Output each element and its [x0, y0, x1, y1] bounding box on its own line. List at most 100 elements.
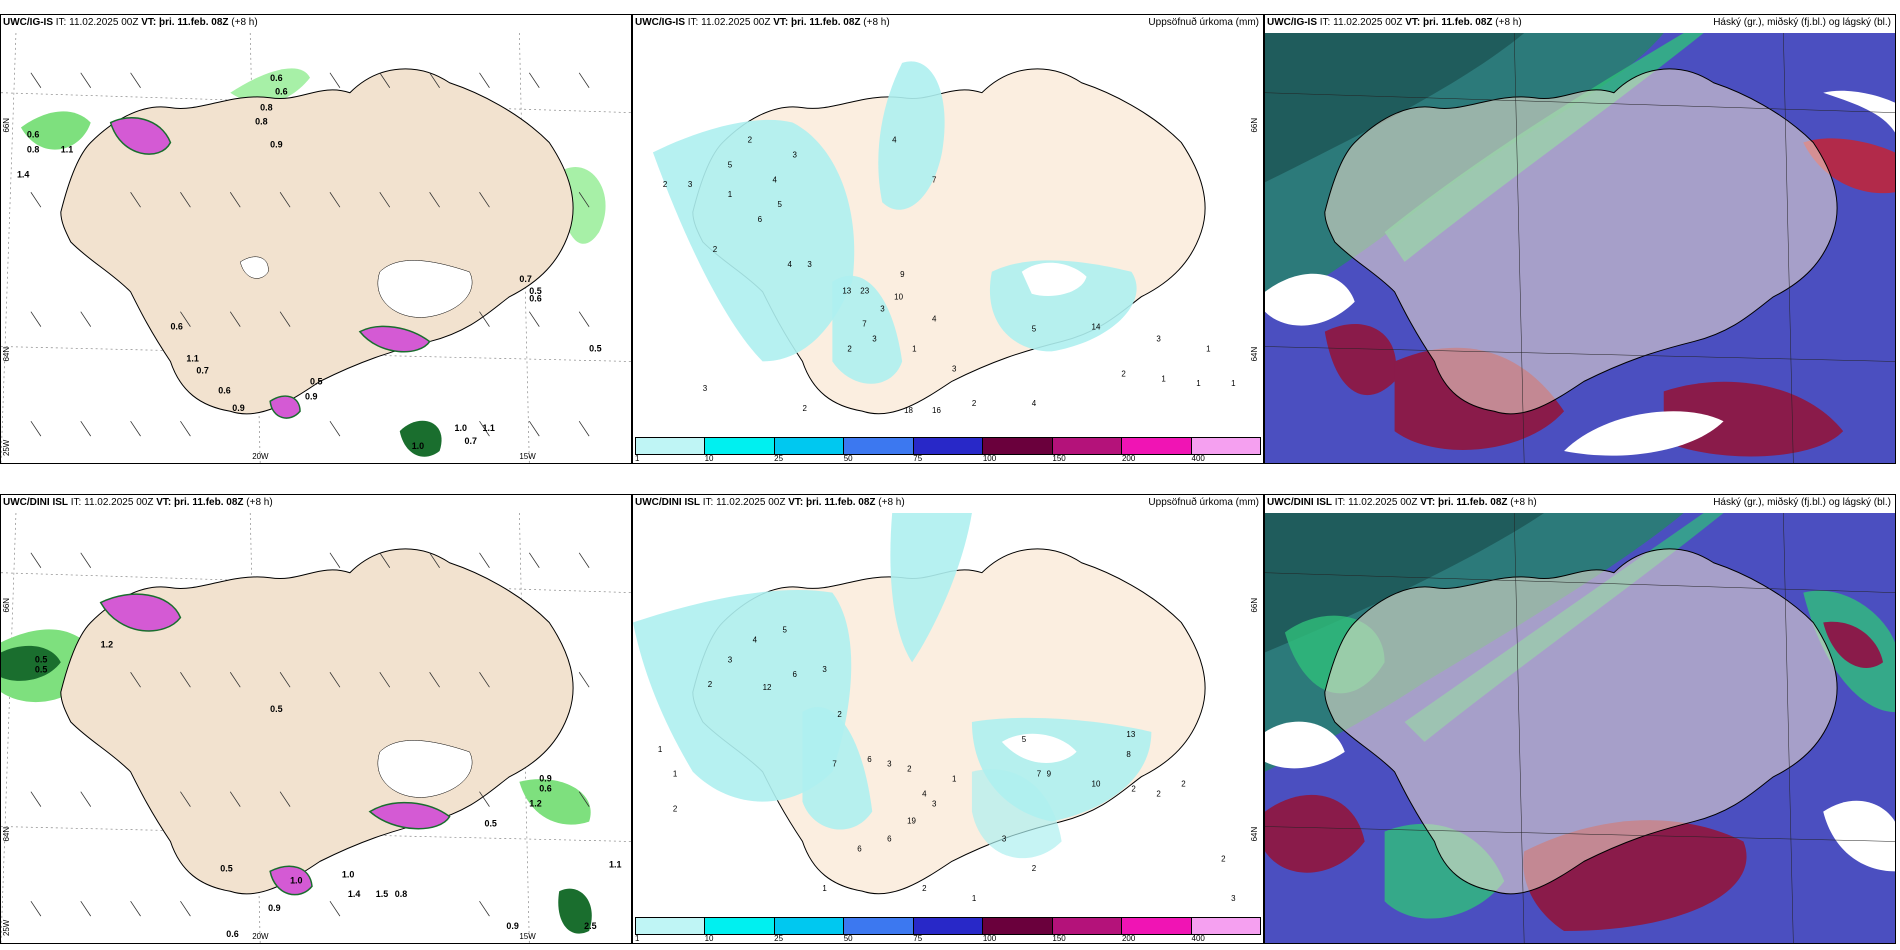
svg-text:0.6: 0.6	[170, 322, 182, 332]
svg-text:4: 4	[932, 315, 937, 324]
precip-map: 2 3 5 2 4 3 4 7 2 1 6 5 4 3 13 23 10 9 3…	[633, 33, 1263, 435]
svg-text:6: 6	[867, 755, 872, 764]
svg-text:6: 6	[857, 844, 862, 853]
svg-text:20W: 20W	[252, 452, 269, 461]
svg-text:5: 5	[728, 160, 733, 169]
svg-text:10: 10	[894, 293, 903, 302]
svg-text:3: 3	[1156, 334, 1161, 343]
svg-text:0.7: 0.7	[465, 436, 477, 446]
svg-text:0.8: 0.8	[260, 103, 272, 113]
colorbar-label: 75	[913, 454, 923, 463]
svg-text:3: 3	[822, 665, 827, 674]
colorbar-label: 200	[1121, 934, 1136, 943]
panel-header: UWC/IG-IS IT: 11.02.2025 00Z VT: þri. 11…	[3, 17, 258, 28]
svg-text:2: 2	[907, 765, 912, 774]
svg-text:19: 19	[907, 816, 916, 825]
svg-text:1: 1	[1161, 374, 1166, 383]
precip-colorbar: 1 10 25 50 75 100 150 200 400	[633, 915, 1263, 943]
svg-text:0.5: 0.5	[310, 376, 322, 386]
colorbar-label: 50	[843, 454, 853, 463]
colorbar-label: 400	[1191, 934, 1205, 943]
colorbar-label: 75	[913, 934, 923, 943]
svg-text:3: 3	[887, 760, 892, 769]
svg-text:4: 4	[788, 260, 793, 269]
panel-title-right: Háský (gr.), miðský (fj.bl.) og lágský (…	[1713, 497, 1891, 508]
svg-text:1: 1	[1196, 379, 1201, 388]
svg-text:10: 10	[1092, 780, 1101, 789]
svg-text:7: 7	[932, 175, 937, 184]
colorbar-swatch	[913, 918, 984, 934]
svg-text:4: 4	[1032, 399, 1037, 408]
colorbar-swatch	[705, 438, 775, 454]
svg-text:64N: 64N	[2, 347, 11, 362]
colorbar-label: 100	[982, 934, 997, 943]
svg-text:4: 4	[753, 635, 758, 644]
svg-text:2: 2	[972, 399, 977, 408]
svg-text:3: 3	[952, 364, 957, 373]
colorbar-label: 400	[1191, 454, 1205, 463]
colorbar-label: 1	[635, 934, 640, 943]
svg-text:1.0: 1.0	[342, 869, 354, 879]
cloud-map	[1265, 513, 1895, 943]
svg-text:25W: 25W	[2, 919, 11, 936]
svg-text:20W: 20W	[252, 932, 269, 941]
svg-text:2: 2	[847, 344, 852, 353]
svg-text:66N: 66N	[2, 118, 11, 133]
svg-text:1.1: 1.1	[61, 144, 73, 154]
svg-text:64N: 64N	[2, 827, 11, 842]
svg-text:1.0: 1.0	[412, 441, 424, 451]
colorbar-swatch	[1191, 438, 1260, 454]
svg-text:16: 16	[932, 406, 941, 415]
svg-text:0.9: 0.9	[539, 774, 551, 784]
svg-text:3: 3	[703, 384, 708, 393]
colorbar-label: 25	[774, 454, 784, 463]
svg-text:1.1: 1.1	[482, 423, 494, 433]
colorbar-swatch	[1122, 918, 1192, 934]
svg-text:2: 2	[748, 135, 753, 144]
svg-text:23: 23	[860, 287, 869, 296]
svg-text:1.2: 1.2	[101, 639, 113, 649]
svg-text:4: 4	[773, 175, 778, 184]
svg-text:9: 9	[1047, 770, 1052, 779]
colorbar-swatch	[636, 438, 706, 454]
svg-text:25W: 25W	[2, 439, 11, 456]
svg-text:18: 18	[904, 406, 913, 415]
svg-text:2: 2	[922, 884, 927, 893]
svg-text:0.5: 0.5	[529, 286, 541, 296]
svg-text:2: 2	[1131, 785, 1136, 794]
svg-text:0.8: 0.8	[27, 144, 39, 154]
svg-text:1.0: 1.0	[290, 875, 302, 885]
colorbar-swatch	[983, 918, 1053, 934]
wind-map: 0.5 0.5 1.2 0.5 0.5 1.0 0.9 1.4 0.8 0.9 …	[1, 513, 631, 943]
svg-text:5: 5	[778, 200, 783, 209]
colorbar-label: 10	[704, 934, 714, 943]
panel-title-right: Uppsöfnuð úrkoma (mm)	[1148, 497, 1259, 508]
svg-text:9: 9	[900, 270, 905, 279]
svg-text:8: 8	[1126, 750, 1131, 759]
svg-text:1: 1	[658, 745, 663, 754]
svg-text:0.6: 0.6	[539, 784, 551, 794]
svg-text:2: 2	[1181, 780, 1186, 789]
svg-text:1: 1	[1231, 379, 1236, 388]
svg-text:5: 5	[1022, 735, 1027, 744]
colorbar-label: 100	[982, 454, 997, 463]
svg-text:66N: 66N	[2, 598, 11, 613]
panel-title-right: Háský (gr.), miðský (fj.bl.) og lágský (…	[1713, 17, 1891, 28]
svg-text:15W: 15W	[519, 932, 536, 941]
svg-text:1.5: 1.5	[376, 889, 388, 899]
panel-header: UWC/DINI ISL IT: 11.02.2025 00Z VT: þri.…	[635, 497, 1259, 508]
colorbar-label: 150	[1052, 454, 1066, 463]
colorbar-swatch	[1122, 438, 1192, 454]
precip-map: 2 3 4 5 6 12 1 1 2 3 2 7 6 3 2 19 4 3 1 …	[633, 513, 1263, 915]
svg-text:3: 3	[1002, 834, 1007, 843]
svg-text:1.1: 1.1	[186, 353, 198, 363]
svg-text:3: 3	[1231, 894, 1236, 903]
svg-text:0.5: 0.5	[220, 863, 232, 873]
svg-text:0.6: 0.6	[226, 929, 238, 939]
svg-text:7: 7	[1037, 770, 1042, 779]
svg-text:1.4: 1.4	[348, 889, 360, 899]
colorbar-swatch	[913, 438, 984, 454]
svg-text:2: 2	[1121, 369, 1126, 378]
precip-colorbar: 1 10 25 50 75 100 150 200 400	[633, 435, 1263, 463]
svg-text:3: 3	[792, 150, 797, 159]
